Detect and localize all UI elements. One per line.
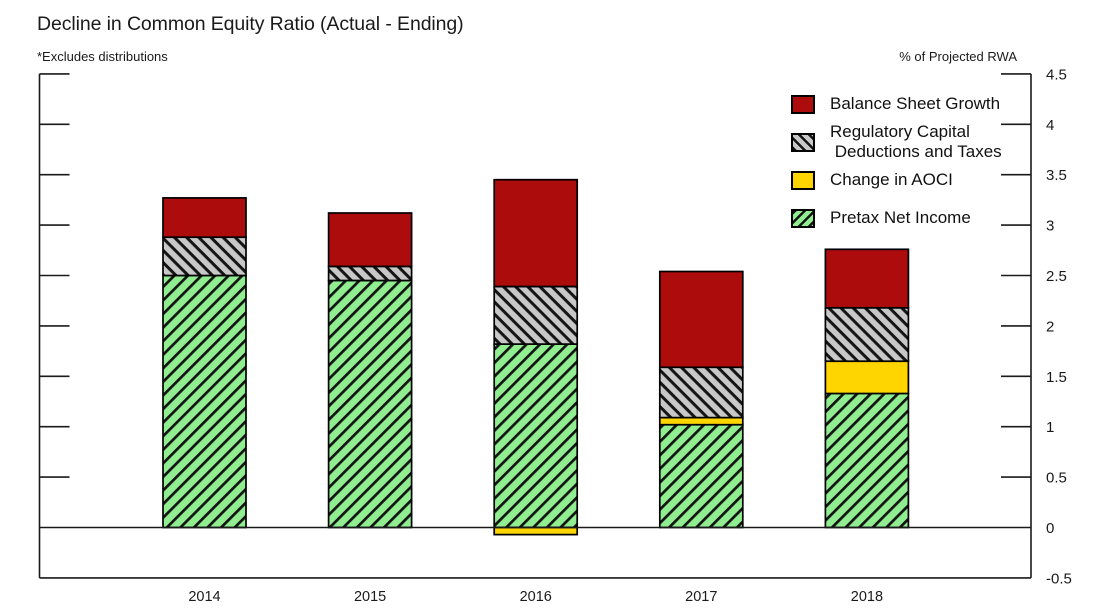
legend-item-label: Change in AOCI	[830, 170, 953, 189]
bar-segment	[162, 274, 247, 529]
bar-segment	[327, 265, 413, 282]
legend-item-label: Pretax Net Income	[830, 208, 971, 227]
axes-group	[38, 73, 1032, 579]
y-tick-label: 0.5	[1046, 470, 1067, 487]
bar-segment	[824, 306, 910, 363]
y-tick-label: 3.5	[1046, 167, 1067, 184]
chart-title: Decline in Common Equity Ratio (Actual -…	[37, 13, 464, 35]
y-tick-label: 1.5	[1046, 369, 1067, 386]
legend-item-label: Regulatory Capital Deductions and Taxes	[830, 122, 1002, 161]
bar-segment	[824, 392, 910, 529]
bar-segment	[824, 248, 910, 309]
bar-segment	[824, 360, 910, 395]
bar-segment	[162, 236, 247, 277]
legend-swatch-icon	[791, 94, 815, 114]
y-tick-label: 1	[1046, 419, 1054, 436]
bar-segment	[658, 270, 744, 369]
x-tick-label: 2014	[188, 589, 220, 605]
legend-item: Regulatory Capital Deductions and Taxes	[791, 122, 1002, 162]
legend: Balance Sheet Growth Regulatory Capital D…	[791, 92, 1002, 228]
legend-item-label: Balance Sheet Growth	[830, 94, 1001, 113]
axis-labels-group: 4.5 4 3.5 3 2.5 2 1.5 1 0.5 0 -0.5 2014 2015 2016 2017…	[188, 66, 1071, 605]
y-tick-label: 3	[1046, 218, 1054, 235]
right-axis-unit-label: % of Projected RWA	[899, 49, 1017, 64]
x-tick-label: 2017	[685, 589, 717, 605]
y-tick-label: 4	[1046, 117, 1054, 134]
y-tick-label: 2	[1046, 318, 1054, 335]
legend-swatch-icon	[791, 132, 815, 152]
y-tick-label: 2.5	[1046, 268, 1067, 285]
bar-segment	[493, 343, 579, 529]
legend-item: Balance Sheet Growth	[791, 92, 1002, 114]
bars-group	[162, 178, 910, 536]
x-tick-label: 2016	[520, 589, 552, 605]
legend-item: Change in AOCI	[791, 170, 1002, 190]
legend-item: Pretax Net Income	[791, 208, 1002, 228]
bar-segment	[162, 197, 247, 239]
legend-swatch-icon	[791, 208, 815, 228]
footnote: *Excludes distributions	[37, 49, 168, 64]
legend-swatch-icon	[791, 170, 815, 190]
y-tick-label: 0	[1046, 520, 1054, 537]
x-tick-label: 2018	[851, 589, 883, 605]
bar-segment	[658, 366, 744, 419]
bar-segment	[658, 423, 744, 529]
y-tick-label: 4.5	[1046, 66, 1067, 83]
y-tick-label: -0.5	[1046, 570, 1072, 587]
bar-segment	[327, 212, 413, 268]
bar-segment	[493, 285, 579, 345]
x-tick-label: 2015	[354, 589, 386, 605]
bar-segment	[658, 416, 744, 426]
bar-segment	[327, 279, 413, 529]
bar-segment	[493, 178, 579, 288]
bar-segment	[493, 526, 579, 536]
